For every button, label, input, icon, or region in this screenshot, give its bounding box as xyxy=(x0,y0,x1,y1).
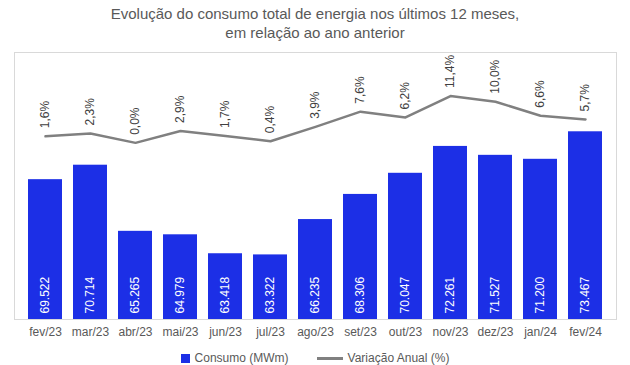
svg-text:out/23: out/23 xyxy=(389,325,423,339)
svg-text:63.322: 63.322 xyxy=(263,276,277,313)
svg-text:fev/24: fev/24 xyxy=(569,325,602,339)
svg-text:69.522: 69.522 xyxy=(38,276,52,313)
svg-text:73.467: 73.467 xyxy=(578,276,592,313)
svg-text:jul/23: jul/23 xyxy=(255,325,285,339)
svg-text:abr/23: abr/23 xyxy=(118,325,152,339)
svg-text:72.261: 72.261 xyxy=(443,276,457,313)
svg-text:3,9%: 3,9% xyxy=(308,91,322,119)
html-text:Variação Anual (%): Variação Anual (%) xyxy=(347,351,450,365)
svg-text:64.979: 64.979 xyxy=(173,276,187,313)
svg-text:fev/23: fev/23 xyxy=(29,325,62,339)
svg-text:70.714: 70.714 xyxy=(83,276,97,313)
html-text:Evolução do consumo total de e: Evolução do consumo total de energia nos… xyxy=(110,5,520,41)
svg-text:dez/23: dez/23 xyxy=(477,325,513,339)
svg-text:set/23: set/23 xyxy=(344,325,377,339)
svg-text:71.527: 71.527 xyxy=(488,276,502,313)
svg-text:ago/23: ago/23 xyxy=(297,325,334,339)
svg-text:71.200: 71.200 xyxy=(533,276,547,313)
svg-text:6,2%: 6,2% xyxy=(398,82,412,110)
svg-text:7,6%: 7,6% xyxy=(353,76,367,104)
svg-text:1,7%: 1,7% xyxy=(218,100,232,128)
svg-text:65.265: 65.265 xyxy=(128,276,142,313)
svg-text:jan/24: jan/24 xyxy=(523,325,557,339)
svg-text:jun/23: jun/23 xyxy=(208,325,242,339)
svg-text:mai/23: mai/23 xyxy=(162,325,198,339)
svg-text:63.418: 63.418 xyxy=(218,276,232,313)
svg-text:6,6%: 6,6% xyxy=(533,80,547,108)
svg-text:11,4%: 11,4% xyxy=(443,55,457,88)
html-text:Consumo (MWm): Consumo (MWm) xyxy=(194,351,289,365)
svg-text:5,7%: 5,7% xyxy=(578,84,592,112)
svg-text:2,9%: 2,9% xyxy=(173,95,187,123)
svg-text:0,0%: 0,0% xyxy=(128,107,142,135)
svg-text:10,0%: 10,0% xyxy=(488,59,502,93)
svg-text:mar/23: mar/23 xyxy=(72,325,110,339)
svg-text:0,4%: 0,4% xyxy=(263,106,277,134)
svg-text:66.235: 66.235 xyxy=(308,276,322,313)
svg-text:nov/23: nov/23 xyxy=(432,325,468,339)
svg-text:2,3%: 2,3% xyxy=(83,98,97,126)
svg-text:68.306: 68.306 xyxy=(353,276,367,313)
svg-text:70.047: 70.047 xyxy=(398,276,412,313)
svg-text:1,6%: 1,6% xyxy=(38,101,52,129)
